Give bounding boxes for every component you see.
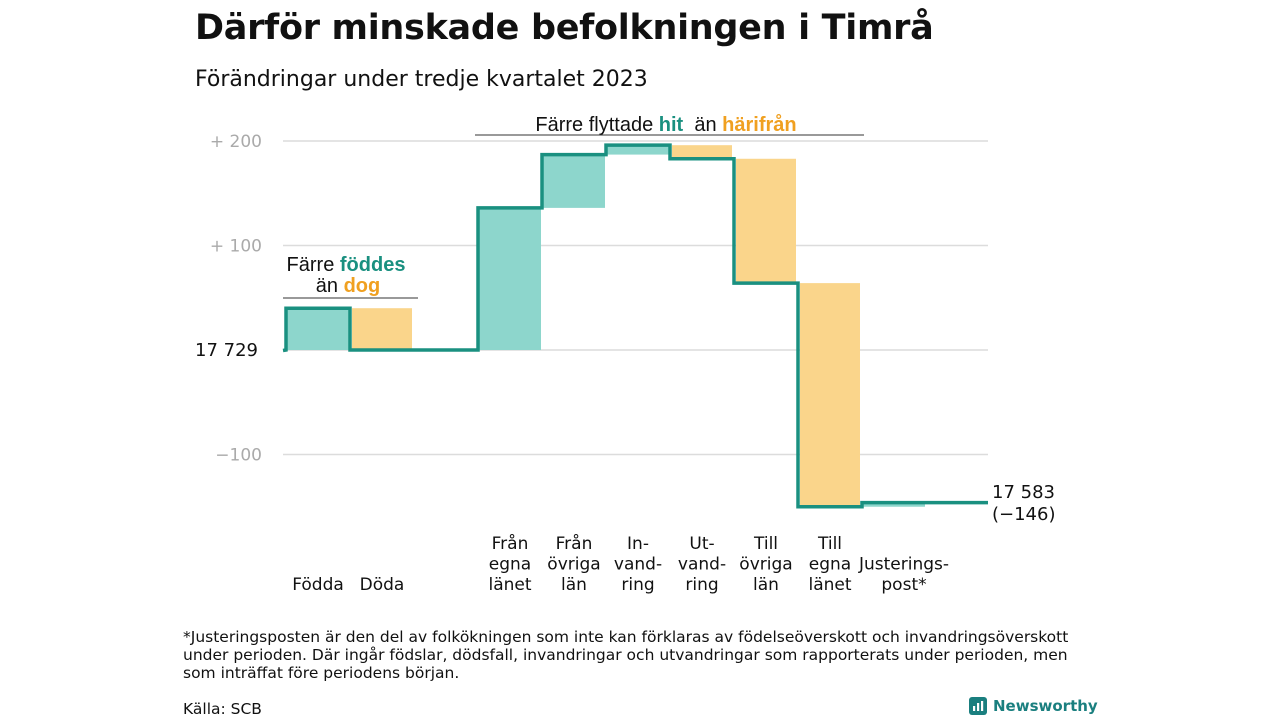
category-label: egna bbox=[809, 555, 851, 575]
births-annotation-line1: Färre föddes bbox=[287, 254, 406, 276]
category-label: egna bbox=[489, 555, 531, 575]
annotation-highlight: hit bbox=[659, 114, 684, 136]
category-label: länet bbox=[808, 575, 851, 595]
y-tick-label: + 200 bbox=[210, 132, 262, 152]
annotation-text: än bbox=[683, 114, 722, 136]
source: Källa: SCB bbox=[183, 700, 262, 718]
waterfall-bar bbox=[800, 283, 860, 507]
waterfall-bar bbox=[541, 154, 605, 208]
annotation-highlight: härifrån bbox=[722, 113, 796, 136]
category-label: Justerings- bbox=[858, 555, 949, 575]
annotation-highlight: dog bbox=[344, 275, 381, 297]
category-label: ring bbox=[621, 575, 654, 595]
brand-name: Newsworthy bbox=[993, 697, 1098, 715]
waterfall-bar bbox=[672, 145, 732, 159]
category-label: vand- bbox=[678, 555, 726, 575]
births-annotation-line2: än dog bbox=[316, 275, 380, 297]
annotation-text: Färre bbox=[287, 254, 340, 276]
population-step-line bbox=[282, 143, 988, 509]
waterfall-bar bbox=[352, 308, 412, 350]
category-label: län bbox=[753, 575, 779, 595]
category-label: Till bbox=[753, 534, 778, 554]
category-label: övriga bbox=[739, 555, 792, 575]
category-label: vand- bbox=[614, 555, 662, 575]
category-label: Till bbox=[817, 534, 842, 554]
waterfall-bar bbox=[736, 158, 796, 284]
annotation-text: än bbox=[316, 275, 344, 297]
category-label: Ut- bbox=[689, 534, 714, 554]
category-label: Födda bbox=[292, 575, 344, 595]
y-tick-label: + 100 bbox=[210, 237, 262, 257]
category-label: län bbox=[561, 575, 587, 595]
category-label: Från bbox=[556, 533, 593, 554]
brand-logo: Newsworthy bbox=[969, 697, 1098, 715]
category-label: In- bbox=[627, 534, 649, 554]
chart-subtitle: Förändringar under tredje kvartalet 2023 bbox=[195, 67, 648, 92]
waterfall-bar bbox=[605, 145, 669, 155]
annotation-text: Färre flyttade bbox=[535, 114, 658, 136]
category-label: länet bbox=[488, 575, 531, 595]
start-value-label: 17 729 bbox=[195, 340, 258, 361]
chart-title: Därför minskade befolkningen i Timrå bbox=[195, 8, 934, 48]
end-change-label: (−146) bbox=[992, 504, 1055, 525]
y-tick-label: −100 bbox=[215, 446, 262, 466]
migration-annotation: Färre flyttade hit än härifrån bbox=[535, 113, 796, 136]
waterfall-bar bbox=[285, 308, 349, 350]
category-label: Från bbox=[492, 533, 529, 554]
annotation-highlight: föddes bbox=[340, 254, 406, 276]
waterfall-bar bbox=[477, 207, 541, 350]
end-value-label: 17 583 bbox=[992, 482, 1055, 503]
category-label: övriga bbox=[547, 555, 600, 575]
newsworthy-logo-icon bbox=[969, 697, 987, 715]
footnote: *Justeringsposten är den del av folkökni… bbox=[183, 628, 1069, 682]
category-label: Döda bbox=[360, 575, 405, 595]
category-label: post* bbox=[881, 575, 926, 595]
waterfall-bar bbox=[861, 502, 925, 507]
category-label: ring bbox=[685, 575, 718, 595]
